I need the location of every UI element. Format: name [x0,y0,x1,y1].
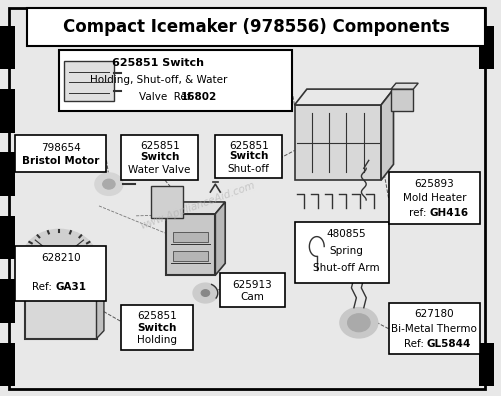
Bar [64,61,114,101]
Polygon shape [97,277,104,339]
Bar [173,232,208,242]
Bar [121,305,193,350]
Text: 628210: 628210 [41,253,81,263]
Polygon shape [381,89,393,180]
Bar [173,251,208,261]
Bar [0,343,15,386]
Text: Bi-Metal Thermo: Bi-Metal Thermo [391,324,477,334]
Polygon shape [391,83,418,89]
Text: Bristol Motor: Bristol Motor [22,156,99,166]
Circle shape [348,314,370,332]
Bar [151,186,183,218]
Polygon shape [215,202,225,275]
Circle shape [340,308,378,338]
Text: Shut-off Arm: Shut-off Arm [313,263,380,273]
Text: 625851: 625851 [140,141,179,151]
Circle shape [45,248,74,271]
Text: Cam: Cam [240,292,265,302]
Text: Holding: Holding [137,335,177,345]
Bar [0,279,15,323]
Text: www.ApplianceAid.com: www.ApplianceAid.com [139,181,257,231]
Text: Ref:: Ref: [33,282,56,292]
Bar [389,172,480,224]
Text: Water Valve: Water Valve [128,165,191,175]
Text: ref:: ref: [409,208,429,219]
Bar [479,26,494,69]
Bar [479,343,494,386]
Text: 798654: 798654 [41,143,81,153]
Circle shape [201,289,210,297]
Text: Switch: Switch [140,152,179,162]
Bar [215,135,282,178]
Polygon shape [295,89,393,105]
Circle shape [54,255,65,264]
Polygon shape [166,202,225,214]
Circle shape [22,230,97,289]
Text: Mold Heater: Mold Heater [403,193,466,203]
Text: Holding, Shut-off, & Water: Holding, Shut-off, & Water [90,75,227,85]
Text: GL5844: GL5844 [427,339,471,349]
Bar [25,285,97,339]
Bar [389,303,480,354]
Bar [0,216,15,259]
Text: 480855: 480855 [327,229,366,239]
Text: Ref:: Ref: [404,339,427,349]
Text: 625851: 625851 [137,311,177,321]
Text: 627180: 627180 [414,309,454,319]
Bar [60,50,292,111]
Text: 625893: 625893 [414,179,454,188]
Text: 625851: 625851 [229,141,269,150]
Bar [166,214,215,275]
Bar [121,135,198,180]
Text: Switch: Switch [137,323,177,333]
Text: 16802: 16802 [181,92,217,103]
Bar [295,105,381,180]
Text: Compact Icemaker (978556) Components: Compact Icemaker (978556) Components [63,18,449,36]
Text: Switch: Switch [229,151,269,162]
Text: GA31: GA31 [56,282,87,292]
Bar [27,8,485,46]
Bar [391,89,413,111]
Text: GH416: GH416 [429,208,468,219]
Text: Spring: Spring [329,246,363,255]
Text: 625851 Switch: 625851 Switch [112,58,204,68]
Bar [15,246,106,301]
Circle shape [103,179,115,189]
Circle shape [95,173,123,195]
Bar [295,222,389,283]
Text: 625913: 625913 [232,280,273,290]
Circle shape [193,283,218,303]
Bar [220,273,285,307]
Text: Shut-off: Shut-off [228,164,270,173]
Bar [0,152,15,196]
Bar [0,89,15,133]
Bar [15,135,106,172]
Bar [0,26,15,69]
Text: Valve  Ref:: Valve Ref: [139,92,196,103]
